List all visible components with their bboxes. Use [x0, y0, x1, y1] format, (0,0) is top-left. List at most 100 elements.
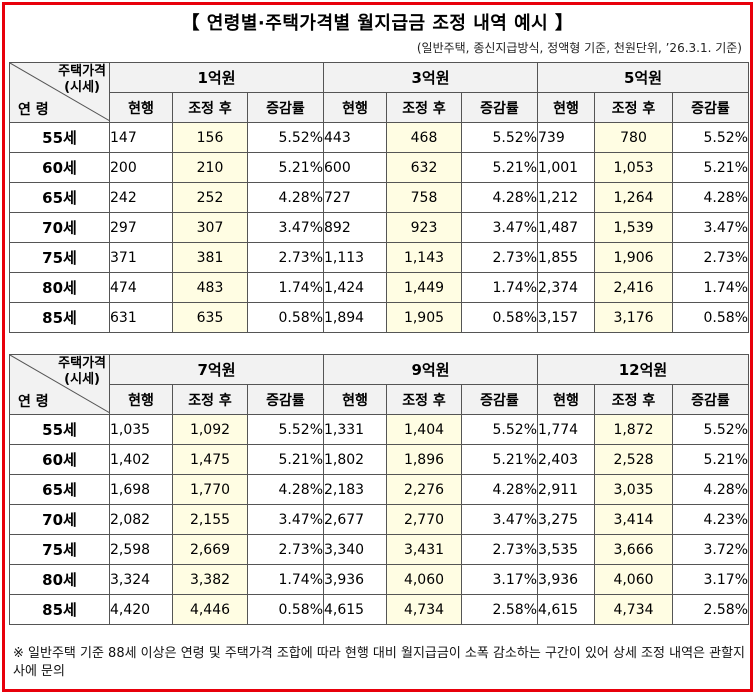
change-rate-cell: 3.47% — [247, 504, 324, 535]
adjusted-amount-cell: 3,035 — [594, 474, 673, 505]
adjusted-amount-cell: 2,770 — [386, 504, 462, 535]
change-rate-cell: 1.74% — [247, 272, 324, 303]
adjusted-amount-cell: 635 — [172, 302, 248, 333]
current-amount-cell: 3,340 — [323, 534, 387, 565]
col-adjusted-header: 조정 후 — [172, 384, 248, 415]
current-amount-cell: 443 — [323, 122, 387, 153]
current-amount-cell: 1,212 — [537, 182, 595, 213]
change-rate-cell: 5.21% — [247, 152, 324, 183]
adjusted-amount-cell: 210 — [172, 152, 248, 183]
adjusted-amount-cell: 2,528 — [594, 444, 673, 475]
adjusted-amount-cell: 3,431 — [386, 534, 462, 565]
change-rate-cell: 3.47% — [461, 504, 538, 535]
current-amount-cell: 3,535 — [537, 534, 595, 565]
adjusted-amount-cell: 4,734 — [386, 594, 462, 625]
current-amount-cell: 2,911 — [537, 474, 595, 505]
current-amount-cell: 1,698 — [109, 474, 173, 505]
current-amount-cell: 3,275 — [537, 504, 595, 535]
adjusted-amount-cell: 2,416 — [594, 272, 673, 303]
change-rate-cell: 3.17% — [672, 564, 749, 595]
current-amount-cell: 2,403 — [537, 444, 595, 475]
price-header: 7억원 — [109, 354, 324, 385]
adjusted-amount-cell: 156 — [172, 122, 248, 153]
age-label: 55세 — [9, 414, 110, 445]
current-amount-cell: 297 — [109, 212, 173, 243]
change-rate-cell: 3.72% — [672, 534, 749, 565]
current-amount-cell: 2,598 — [109, 534, 173, 565]
col-rate-header: 증감률 — [672, 92, 749, 123]
adjusted-amount-cell: 381 — [172, 242, 248, 273]
age-label: 65세 — [9, 474, 110, 505]
change-rate-cell: 5.21% — [672, 152, 749, 183]
adjusted-amount-cell: 4,734 — [594, 594, 673, 625]
current-amount-cell: 1,402 — [109, 444, 173, 475]
col-current-header: 현행 — [109, 92, 173, 123]
current-amount-cell: 200 — [109, 152, 173, 183]
current-amount-cell: 2,677 — [323, 504, 387, 535]
current-amount-cell: 3,936 — [323, 564, 387, 595]
table-row: 75세 2,598 2,669 2.73% 3,340 3,431 2.73% 3,535 3,… — [9, 534, 749, 565]
change-rate-cell: 1.74% — [247, 564, 324, 595]
age-label: 70세 — [9, 504, 110, 535]
current-amount-cell: 1,001 — [537, 152, 595, 183]
adjusted-amount-cell: 3,414 — [594, 504, 673, 535]
change-rate-cell: 5.21% — [461, 152, 538, 183]
change-rate-cell: 3.17% — [461, 564, 538, 595]
change-rate-cell: 2.58% — [672, 594, 749, 625]
age-label: 65세 — [9, 182, 110, 213]
adjusted-amount-cell: 632 — [386, 152, 462, 183]
adjusted-amount-cell: 483 — [172, 272, 248, 303]
age-label: 85세 — [9, 302, 110, 333]
price-header: 5억원 — [537, 62, 749, 93]
price-header: 3억원 — [323, 62, 538, 93]
change-rate-cell: 4.28% — [247, 474, 324, 505]
column-header-row: 현행 조정 후 증감률 현행 조정 후 증감률 현행 조정 후 증감률 — [10, 384, 749, 415]
change-rate-cell: 5.52% — [672, 414, 749, 445]
footnote: ※ 일반주택 기준 88세 이상은 연령 및 주택가격 조합에 따라 현행 대비… — [13, 646, 746, 679]
adjusted-amount-cell: 758 — [386, 182, 462, 213]
change-rate-cell: 4.23% — [672, 504, 749, 535]
adjusted-amount-cell: 780 — [594, 122, 673, 153]
change-rate-cell: 2.73% — [461, 242, 538, 273]
col-current-header: 현행 — [323, 92, 387, 123]
adjusted-amount-cell: 1,906 — [594, 242, 673, 273]
current-amount-cell: 1,424 — [323, 272, 387, 303]
adjusted-amount-cell: 2,276 — [386, 474, 462, 505]
price-header: 12억원 — [537, 354, 749, 385]
current-amount-cell: 2,082 — [109, 504, 173, 535]
adjusted-amount-cell: 468 — [386, 122, 462, 153]
corner-age-label: 연 령 — [18, 394, 49, 410]
col-current-header: 현행 — [109, 384, 173, 415]
change-rate-cell: 2.73% — [672, 242, 749, 273]
price-header-row: 주택가격 (시세) 연 령 1억원 3억원 5억원 — [9, 62, 749, 123]
price-header: 1억원 — [109, 62, 324, 93]
change-rate-cell: 4.28% — [461, 182, 538, 213]
current-amount-cell: 1,487 — [537, 212, 595, 243]
col-adjusted-header: 조정 후 — [594, 384, 673, 415]
current-amount-cell: 4,615 — [323, 594, 387, 625]
change-rate-cell: 5.52% — [672, 122, 749, 153]
adjusted-amount-cell: 1,896 — [386, 444, 462, 475]
price-header: 9억원 — [323, 354, 538, 385]
table-corner-header: 주택가격 (시세) 연 령 — [9, 62, 110, 123]
table-row: 55세 1,035 1,092 5.52% 1,331 1,404 5.52% 1,774 1,… — [9, 414, 749, 445]
change-rate-cell: 4.28% — [461, 474, 538, 505]
table-row: 85세 631 635 0.58% 1,894 1,905 0.58% 3,157 3,176 0… — [9, 302, 749, 333]
age-label: 60세 — [9, 152, 110, 183]
current-amount-cell: 3,157 — [537, 302, 595, 333]
change-rate-cell: 0.58% — [247, 594, 324, 625]
current-amount-cell: 4,615 — [537, 594, 595, 625]
adjusted-amount-cell: 1,475 — [172, 444, 248, 475]
change-rate-cell: 5.21% — [672, 444, 749, 475]
adjusted-amount-cell: 1,143 — [386, 242, 462, 273]
col-current-header: 현행 — [323, 384, 387, 415]
age-label: 80세 — [9, 564, 110, 595]
adjusted-amount-cell: 1,905 — [386, 302, 462, 333]
age-label: 85세 — [9, 594, 110, 625]
current-amount-cell: 3,324 — [109, 564, 173, 595]
col-current-header: 현행 — [537, 384, 595, 415]
current-amount-cell: 474 — [109, 272, 173, 303]
adjusted-amount-cell: 3,176 — [594, 302, 673, 333]
diagonal-divider — [10, 63, 109, 121]
change-rate-cell: 1.74% — [672, 272, 749, 303]
